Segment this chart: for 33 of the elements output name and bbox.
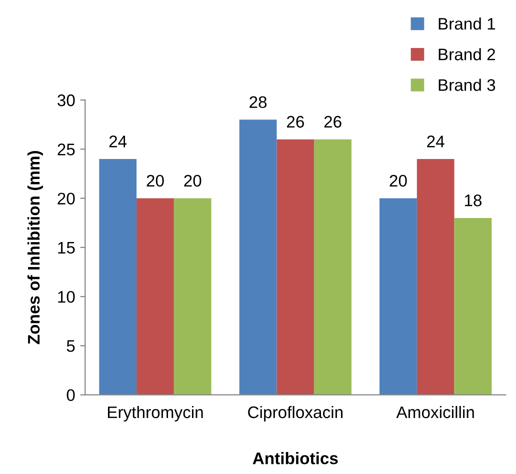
data-label: 20 [390, 174, 407, 187]
y-tick-label: 0 [66, 389, 75, 402]
x-tick-label: Ciprofloxacin [248, 406, 342, 422]
bar [99, 158, 137, 395]
x-tick-label: Amoxicillin [396, 406, 474, 418]
bar [380, 198, 417, 395]
y-tick-label: 10 [58, 290, 75, 303]
y-tick-label: 20 [58, 192, 75, 204]
data-label: 26 [286, 116, 304, 128]
bar [416, 158, 454, 395]
y-axis-title: Zones of Inhibition (mm) [27, 151, 43, 344]
data-label: 28 [250, 96, 267, 108]
y-tick-label: 15 [58, 242, 75, 254]
y-tick-label: 30 [58, 94, 75, 106]
y-tick-label: 25 [58, 144, 75, 156]
data-label: 18 [464, 194, 482, 206]
legend-label: Brand 3 [438, 78, 496, 91]
data-label: 20 [184, 174, 202, 187]
bar [454, 218, 492, 395]
legend-label: Brand 2 [438, 48, 496, 60]
x-tick-label: Erythromycin [108, 406, 203, 422]
data-label: 20 [146, 174, 164, 187]
data-label: 26 [324, 116, 342, 128]
bar [174, 198, 212, 395]
bar [239, 120, 277, 395]
x-axis-title: Antibiotics [252, 452, 338, 464]
data-label: 24 [109, 136, 127, 148]
bar [276, 139, 314, 395]
bar [136, 198, 174, 395]
legend-label: Brand 1 [438, 17, 496, 30]
data-label: 24 [427, 136, 444, 148]
bar [314, 139, 352, 395]
y-tick-label: 5 [66, 340, 75, 352]
